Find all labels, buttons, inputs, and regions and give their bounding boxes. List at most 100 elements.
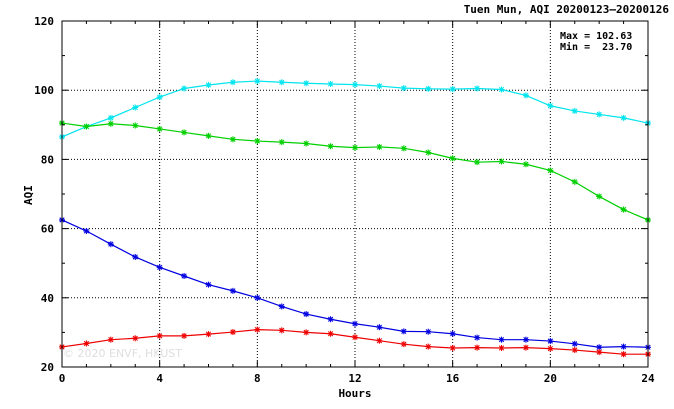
data-point (620, 206, 627, 213)
data-point (254, 78, 261, 85)
data-point (425, 343, 432, 350)
data-point (498, 86, 505, 93)
data-point (83, 340, 90, 347)
data-point (474, 159, 481, 166)
x-axis-label: Hours (338, 387, 371, 400)
data-point (449, 86, 456, 93)
series-1 (59, 120, 651, 223)
y-tick-label: 60 (41, 223, 54, 236)
data-point (376, 83, 383, 90)
data-point (449, 155, 456, 162)
data-point (181, 129, 188, 136)
data-point (522, 92, 529, 99)
data-point (449, 330, 456, 337)
data-point (474, 85, 481, 92)
data-point (303, 329, 310, 336)
data-point (522, 344, 529, 351)
watermark-text: © 2020 ENVF, HKUST (63, 347, 182, 360)
data-point (278, 303, 285, 310)
data-point (278, 79, 285, 86)
data-point (352, 144, 358, 151)
data-point (498, 344, 505, 351)
data-point (571, 347, 578, 354)
data-point (132, 104, 139, 111)
data-point (229, 79, 236, 86)
x-tick-label: 8 (254, 372, 261, 385)
y-tick-label: 80 (41, 153, 54, 166)
data-point (303, 140, 310, 147)
x-tick-label: 12 (348, 372, 361, 385)
data-point (156, 94, 163, 101)
data-point (156, 125, 163, 132)
data-point (132, 335, 139, 342)
data-point (425, 328, 432, 335)
x-tick-label: 20 (544, 372, 557, 385)
data-point (254, 326, 261, 333)
data-point (376, 324, 383, 331)
data-point (107, 120, 114, 127)
series-lines (59, 78, 651, 358)
data-point (620, 114, 627, 121)
data-point (132, 122, 139, 129)
data-point (303, 311, 310, 318)
data-point (474, 344, 481, 351)
data-point (522, 336, 529, 343)
data-point (254, 294, 261, 301)
data-point (83, 228, 90, 235)
data-point (571, 340, 578, 347)
tick-labels: 0 4 8 12 16 20 24 20 40 60 80 100 120 (34, 15, 655, 385)
data-point (400, 341, 407, 348)
data-point (327, 143, 334, 150)
data-point (132, 253, 139, 260)
data-point (303, 80, 310, 87)
data-point (400, 145, 407, 152)
data-point (107, 114, 114, 121)
data-point (547, 338, 554, 345)
data-point (327, 316, 334, 323)
series-3 (59, 326, 651, 358)
data-point (254, 138, 261, 145)
data-point (205, 331, 212, 338)
data-point (620, 343, 627, 350)
data-point (425, 85, 432, 92)
data-point (229, 136, 236, 143)
grid-lines (62, 21, 648, 367)
y-tick-label: 120 (34, 15, 54, 28)
data-point (400, 85, 407, 92)
data-point (278, 327, 285, 334)
data-point (352, 334, 358, 341)
data-point (156, 332, 163, 339)
y-axis-label: AQI (22, 185, 35, 205)
chart-title: Tuen Mun, AQI 20200123–20200126 (464, 3, 670, 16)
series-2 (59, 216, 651, 351)
data-point (181, 85, 188, 92)
data-point (547, 167, 554, 174)
axis-ticks (61, 20, 649, 368)
data-point (596, 193, 603, 200)
series-line (61, 219, 649, 348)
y-tick-label: 20 (41, 361, 54, 374)
data-point (571, 107, 578, 114)
data-point (376, 143, 383, 150)
data-point (352, 320, 358, 327)
data-point (400, 328, 407, 335)
data-point (205, 82, 212, 89)
data-point (596, 349, 603, 356)
x-tick-label: 16 (446, 372, 460, 385)
min-annotation: Min = 23.70 (560, 41, 632, 53)
data-point (376, 337, 383, 344)
x-tick-label: 4 (156, 372, 163, 385)
data-point (107, 336, 114, 343)
data-point (156, 264, 163, 271)
data-point (425, 149, 432, 156)
x-tick-label: 24 (641, 372, 655, 385)
data-point (571, 178, 578, 185)
data-point (229, 329, 236, 336)
data-point (107, 241, 114, 248)
data-point (498, 158, 505, 165)
data-point (83, 123, 90, 130)
data-point (547, 102, 554, 109)
data-point (181, 273, 188, 280)
data-point (327, 80, 334, 87)
